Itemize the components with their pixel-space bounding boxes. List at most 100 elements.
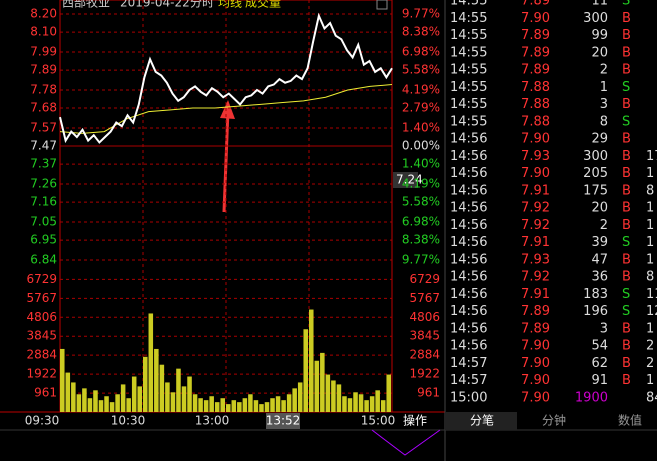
tick-cell: 14:56 xyxy=(450,270,487,285)
y-tick-label: 8.20 xyxy=(30,7,57,21)
volume-bar xyxy=(259,404,264,412)
tick-cell: 1 xyxy=(646,373,654,388)
volume-bar xyxy=(87,398,93,412)
tick-cell: 300 xyxy=(583,149,608,164)
y-tick-label: 4806 xyxy=(26,310,57,324)
time-label: 09:30 xyxy=(25,414,60,428)
y-tick-label: 8.10 xyxy=(30,25,57,39)
volume-bar xyxy=(226,404,231,412)
volume-bar xyxy=(131,376,137,412)
pct-label: 8.38% xyxy=(402,233,440,247)
y-tick-label: 6.95 xyxy=(30,233,57,247)
tick-cell: 7.92 xyxy=(521,201,550,216)
volume-bar xyxy=(275,396,281,412)
tick-cell: B xyxy=(622,218,631,233)
y-tick-label: 6.84 xyxy=(30,253,57,267)
tick-cell: 7.93 xyxy=(521,252,550,267)
volume-bar xyxy=(325,374,331,412)
tick-cell: 14:56 xyxy=(450,252,487,267)
tick-cell: 14:55 xyxy=(450,28,487,43)
volume-bar xyxy=(264,402,270,412)
y-tick-label: 7.26 xyxy=(30,177,57,191)
volume-bar xyxy=(297,382,303,412)
volume-bar xyxy=(237,402,242,412)
volume-bar xyxy=(109,402,115,412)
volume-bar xyxy=(292,388,297,412)
time-label: 13:00 xyxy=(195,414,230,428)
volume-bar xyxy=(165,382,170,412)
tick-cell: 7.91 xyxy=(521,183,550,198)
volume-bar xyxy=(93,390,98,412)
volume-bar xyxy=(248,394,253,412)
tick-cell: 11 xyxy=(591,0,608,9)
tick-cell: B xyxy=(622,149,631,164)
tab[interactable]: 数值 xyxy=(618,413,642,428)
y-tick-label: 1922 xyxy=(26,367,57,381)
volume-bar xyxy=(320,352,325,412)
tick-cell: 7.89 xyxy=(521,304,550,319)
tick-cell: S xyxy=(622,304,630,319)
volume-bar xyxy=(65,372,71,412)
tick-cell: 7.88 xyxy=(521,97,550,112)
tick-cell: 14:56 xyxy=(450,218,487,233)
volume-bar xyxy=(331,380,336,412)
tick-cell: 7.89 xyxy=(521,45,550,60)
pct-label: 9.77% xyxy=(402,253,440,267)
pct-label: 0.00% xyxy=(402,139,440,153)
tick-cell: 7.89 xyxy=(521,0,550,9)
y-tick-label: 2884 xyxy=(26,348,57,362)
time-label: 10:30 xyxy=(111,414,146,428)
volume-bar xyxy=(231,400,237,412)
volume-bar xyxy=(303,329,308,412)
tick-cell: 7.89 xyxy=(521,321,550,336)
action[interactable]: 操作 xyxy=(403,413,427,428)
volume-bar xyxy=(60,348,65,412)
tick-cell: B xyxy=(622,45,631,60)
tick-cell: 14:55 xyxy=(450,0,487,9)
volume-bar xyxy=(209,396,214,412)
volume-bar xyxy=(380,400,386,412)
y-tick-label: 7.16 xyxy=(30,195,57,209)
y-tick-label: 961 xyxy=(34,386,57,400)
tick-cell: 14:55 xyxy=(450,80,487,95)
button[interactable] xyxy=(376,0,388,10)
tick-cell: B xyxy=(622,97,631,112)
tick-cell: 39 xyxy=(591,235,608,250)
tick-cell: 14:56 xyxy=(450,149,487,164)
tick-cell: 1 xyxy=(646,235,654,250)
volume-bar xyxy=(214,402,220,412)
tick-cell: S xyxy=(622,80,630,95)
pct-label: 5.58% xyxy=(402,195,440,209)
volume-bar xyxy=(347,398,353,412)
tick-cell: 1900 xyxy=(575,390,608,405)
volume-bar xyxy=(76,394,82,412)
cursor-box xyxy=(393,172,418,188)
tick-cell: 3 xyxy=(600,321,608,336)
vol-legend: 成交量 xyxy=(245,0,281,10)
tick-cell: 2 xyxy=(600,63,608,78)
y-tick-label: 5767 xyxy=(409,291,440,305)
tick-cell: 14:56 xyxy=(450,321,487,336)
volume-bar xyxy=(104,396,109,412)
volume-bar xyxy=(286,394,292,412)
volume-bar xyxy=(126,398,131,412)
tick-cell: 183 xyxy=(583,287,608,302)
y-tick-label: 3845 xyxy=(409,329,440,343)
volume-bar xyxy=(148,313,154,412)
tick-cell: 14:56 xyxy=(450,339,487,354)
tick-cell: 2 xyxy=(646,356,654,371)
tick-cell: B xyxy=(622,339,631,354)
tick-cell: S xyxy=(622,0,630,9)
tab[interactable]: 分钟 xyxy=(542,413,566,428)
volume-bar xyxy=(170,392,176,412)
tick-cell: 91 xyxy=(591,373,608,388)
pct-label: 4.19% xyxy=(402,82,440,96)
volume-bar xyxy=(358,394,364,412)
volume-bar xyxy=(364,400,369,412)
tab[interactable]: 分笔 xyxy=(470,413,494,428)
stock-name: 西部牧业 xyxy=(62,0,110,10)
y-tick-label: 5767 xyxy=(26,291,57,305)
tick-cell: 7.90 xyxy=(521,11,550,26)
decor xyxy=(371,429,441,456)
volume-bar xyxy=(181,386,187,412)
